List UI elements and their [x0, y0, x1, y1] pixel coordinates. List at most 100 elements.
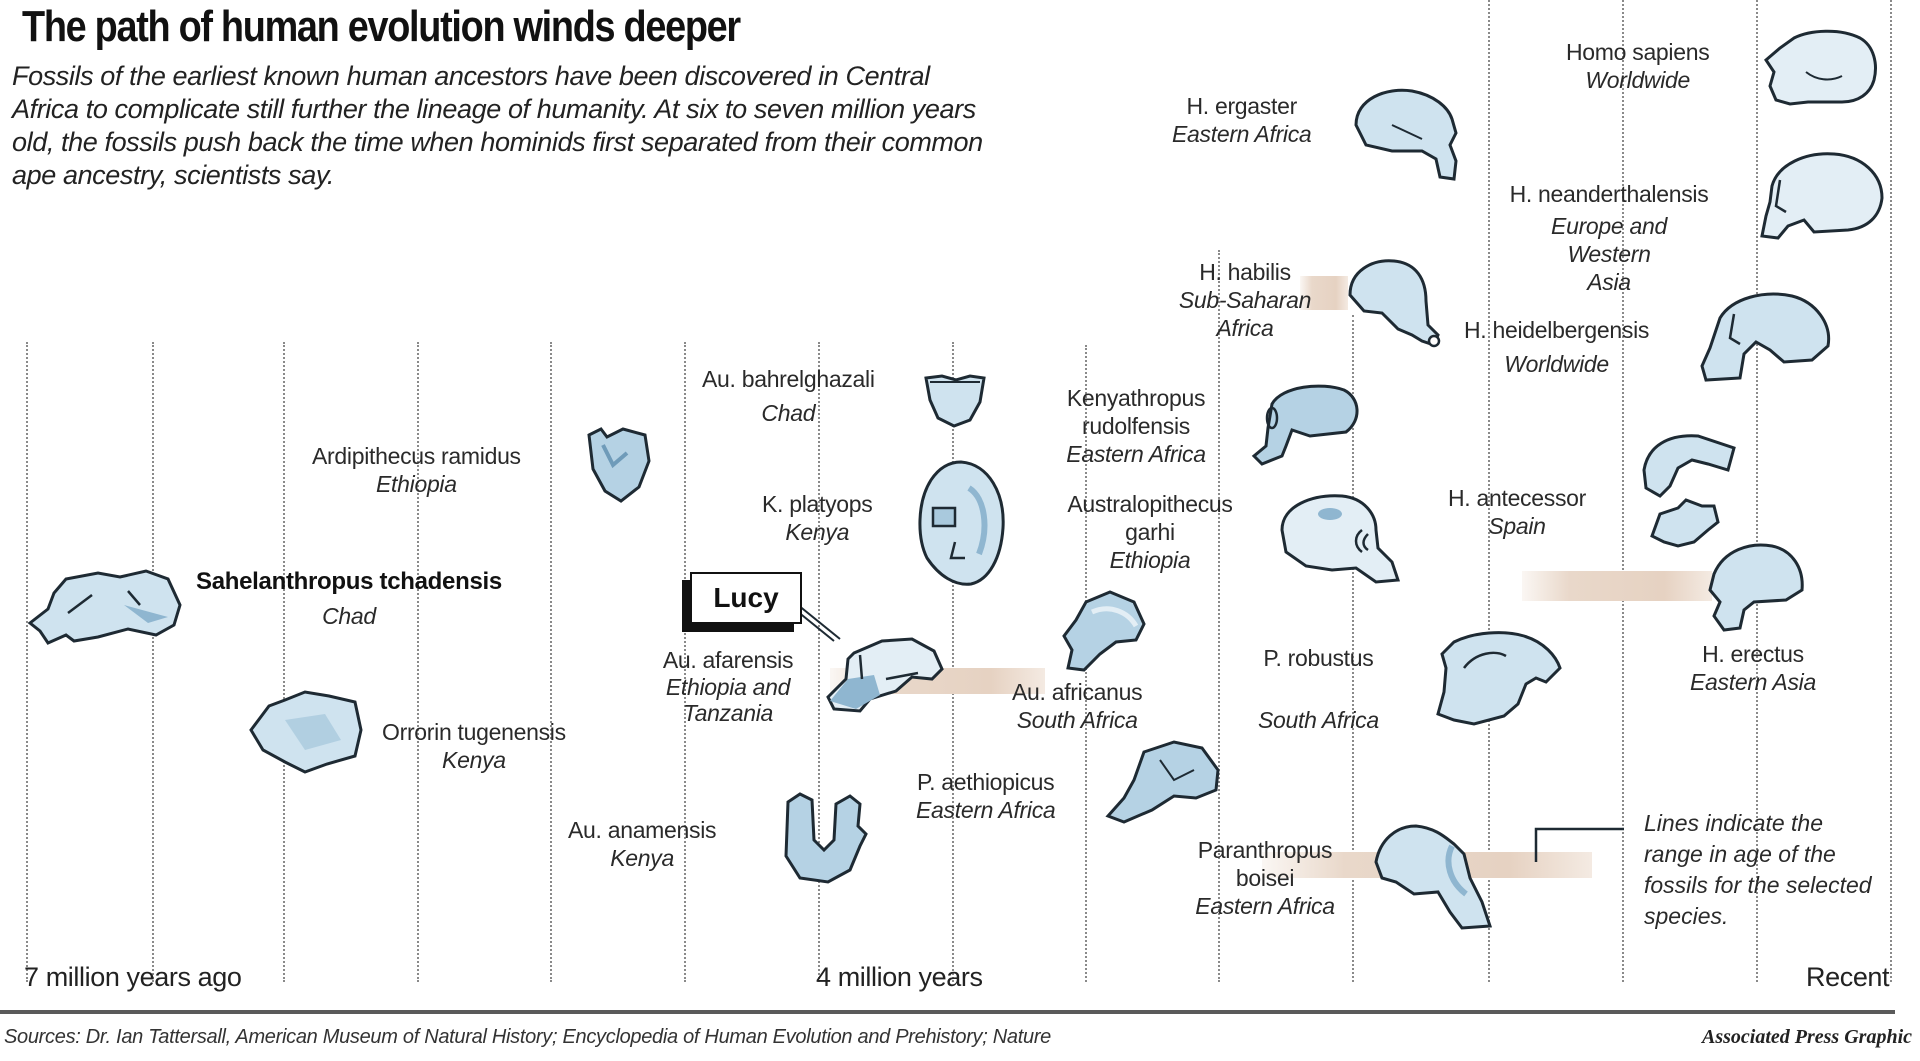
- gridline: [1352, 315, 1354, 982]
- species-region: Europe and Western Asia: [1551, 213, 1667, 295]
- homo-sapiens-skull-icon: [1760, 28, 1880, 106]
- species-region: Eastern Africa: [1195, 893, 1335, 919]
- gridline: [684, 342, 686, 982]
- gridline: [1756, 0, 1758, 982]
- boisei-skull-icon: [1366, 822, 1496, 932]
- heidelbergensis-skull-icon: [1700, 288, 1835, 388]
- range-legend-note: Lines indicate the range in age of the f…: [1644, 810, 1872, 929]
- habilis-skull-icon: [1342, 255, 1442, 350]
- species-label-garhi: Australopithecus garhi Ethiopia: [1052, 490, 1248, 574]
- species-label-aethiopicus: P. aethiopicus Eastern Africa: [916, 768, 1056, 824]
- gridline: [26, 342, 28, 982]
- species-region: Ethiopia: [1109, 547, 1191, 573]
- species-region: Chad: [761, 400, 816, 426]
- gridline: [283, 342, 285, 982]
- species-name: H. neanderthalensis: [1509, 181, 1709, 207]
- species-label-orrorin: Orrorin tugenensis Kenya: [382, 718, 566, 774]
- species-label-rudolfensis: Kenyathropus rudolfensis Eastern Africa: [1056, 384, 1216, 468]
- erectus-skull-icon: [1700, 540, 1810, 635]
- species-label-platyops: K. platyops Kenya: [762, 490, 873, 546]
- species-region: Eastern Africa: [1172, 121, 1312, 147]
- species-region: Eastern Asia: [1690, 669, 1816, 695]
- species-label-habilis: H. habilis Sub-Saharan Africa: [1170, 258, 1320, 342]
- species-name: H. heidelbergensis: [1464, 317, 1650, 343]
- species-region: Eastern Africa: [916, 797, 1056, 823]
- ardipithecus-fossil-icon: [583, 425, 653, 505]
- species-label-bahrelghazali: Au. bahrelghazali Chad: [702, 365, 875, 427]
- anamensis-jaw-icon: [780, 790, 870, 885]
- africanus-skull-icon: [1056, 590, 1146, 675]
- species-name: H. antecessor: [1448, 485, 1586, 511]
- gridline: [818, 342, 820, 982]
- species-region: Kenya: [610, 845, 674, 871]
- axis-label-4-million: 4 million years: [816, 962, 983, 992]
- species-label-anamensis: Au. anamensis Kenya: [568, 816, 717, 872]
- gridline: [152, 342, 154, 982]
- species-region: Worldwide: [1504, 351, 1609, 377]
- species-label-boisei: Paranthropus boisei Eastern Africa: [1180, 836, 1350, 920]
- species-region: Worldwide: [1585, 67, 1691, 93]
- species-name: Kenyathropus rudolfensis: [1066, 385, 1206, 439]
- species-region: Chad: [322, 603, 376, 629]
- gridline: [952, 342, 954, 982]
- species-label-sahelanthropus: Sahelanthropus tchadensis Chad: [196, 568, 502, 630]
- species-label-homo-sapiens: Homo sapiens Worldwide: [1566, 38, 1710, 94]
- range-bar-h-erectus: [1522, 571, 1712, 601]
- species-region: Ethiopia: [376, 471, 457, 497]
- species-label-erectus: H. erectus Eastern Asia: [1690, 640, 1816, 696]
- gridline: [1488, 0, 1490, 982]
- species-name: Au. bahrelghazali: [702, 366, 875, 392]
- species-region: Spain: [1488, 513, 1546, 539]
- species-label-robustus: P. robustus South Africa: [1258, 644, 1379, 734]
- page-title: The path of human evolution winds deeper: [22, 2, 741, 51]
- species-name: P. robustus: [1263, 645, 1374, 671]
- range-bar-h-habilis: [1300, 276, 1348, 310]
- species-name: Au. anamensis: [568, 817, 717, 843]
- sources-text: Sources: Dr. Ian Tattersall, American Mu…: [4, 1026, 1051, 1048]
- gridline: [550, 342, 552, 982]
- intro-text: Fossils of the earliest known human ance…: [12, 61, 983, 190]
- antecessor-fossil-icon: [1638, 430, 1738, 555]
- species-name: H. habilis: [1199, 259, 1291, 285]
- species-name: Australopithecus garhi: [1067, 491, 1233, 545]
- axis-label-recent: Recent: [1806, 962, 1890, 992]
- species-name: H. erectus: [1702, 641, 1804, 667]
- sahelanthropus-skull-icon: [27, 565, 183, 645]
- legend-connector-line: [1534, 827, 1624, 862]
- species-name: H. ergaster: [1186, 93, 1297, 119]
- species-region: Ethiopia and Tanzania: [665, 674, 791, 726]
- timeline-axis-line: [0, 1010, 1895, 1014]
- species-region: South Africa: [1258, 707, 1379, 733]
- neanderthalensis-skull-icon: [1758, 150, 1888, 240]
- species-label-neanderthalensis: H. neanderthalensis Europe and Western A…: [1494, 180, 1724, 296]
- gridline: [1218, 250, 1220, 982]
- robustus-skull-icon: [1434, 628, 1564, 728]
- platyops-skull-icon: [915, 458, 1007, 588]
- species-region: Eastern Africa: [1066, 441, 1206, 467]
- credit-text: Associated Press Graphic: [1702, 1026, 1912, 1048]
- species-label-afarensis: Au. afarensis Ethiopia and Tanzania: [652, 646, 804, 726]
- species-name: Homo sapiens: [1566, 39, 1710, 65]
- species-label-africanus: Au. africanus South Africa: [1012, 678, 1143, 734]
- rudolfensis-skull-icon: [1251, 380, 1362, 470]
- species-name: Sahelanthropus tchadensis: [196, 568, 502, 595]
- gridline: [417, 342, 419, 982]
- species-region: Sub-Saharan Africa: [1178, 287, 1312, 341]
- species-region: Kenya: [785, 519, 850, 545]
- lucy-callout: Lucy: [690, 572, 802, 624]
- species-region: Kenya: [442, 747, 506, 773]
- axis-label-7-million: 7 million years ago: [24, 962, 242, 992]
- species-name: Paranthropus boisei: [1197, 837, 1333, 891]
- gridline: [1622, 0, 1624, 982]
- orrorin-fossil-icon: [245, 690, 365, 775]
- species-name: P. aethiopicus: [917, 769, 1055, 795]
- afarensis-skull-icon: [826, 635, 946, 715]
- ergaster-skull-icon: [1352, 85, 1472, 185]
- species-label-antecessor: H. antecessor Spain: [1448, 484, 1586, 540]
- species-label-ardipithecus: Ardipithecus ramidus Ethiopia: [312, 442, 521, 498]
- species-region: South Africa: [1016, 707, 1138, 733]
- species-name: Ardipithecus ramidus: [312, 443, 521, 469]
- species-label-ergaster: H. ergaster Eastern Africa: [1172, 92, 1312, 148]
- aethiopicus-skull-icon: [1104, 740, 1224, 825]
- species-label-heidelbergensis: H. heidelbergensis Worldwide: [1464, 316, 1649, 378]
